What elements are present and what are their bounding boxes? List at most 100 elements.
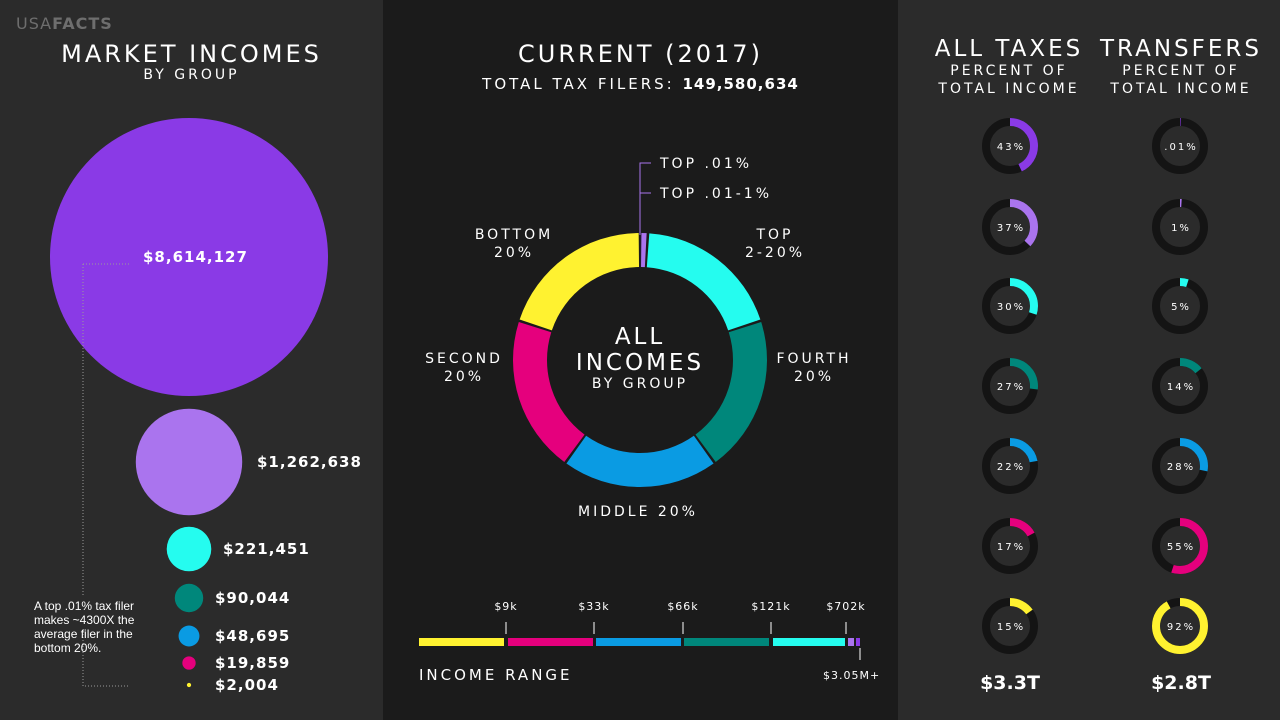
donut-center-line2: INCOMES bbox=[575, 350, 705, 376]
transfer-ring bbox=[1152, 358, 1208, 414]
percent-rings: 43% .01% 37% 1% 30% 5% 27% 14% 22% 28% 17% 55% 15% 92… bbox=[982, 118, 1208, 654]
tax-ring-label: 15% bbox=[997, 622, 1025, 633]
income-range-max: $3.05M+ bbox=[823, 669, 881, 682]
tax-ring-label: 22% bbox=[997, 462, 1025, 473]
tax-ring bbox=[982, 518, 1038, 574]
taxes-header: ALL TAXES PERCENT OF TOTAL INCOME bbox=[914, 36, 1104, 98]
donut-slice-label: 20% bbox=[494, 245, 534, 261]
bubble-6 bbox=[186, 682, 192, 688]
bubble-value-label: $90,044 bbox=[215, 589, 290, 607]
income-donut-chart: TOP .01% TOP .01-1% TOP 2-20% FOURTH 20% MIDDL… bbox=[425, 156, 851, 520]
tax-ring bbox=[982, 438, 1038, 494]
tax-ring bbox=[982, 118, 1038, 174]
range-segment-6 bbox=[856, 638, 860, 646]
tax-ring-label: 37% bbox=[997, 223, 1025, 234]
bubble-value-label: $8,614,127 bbox=[143, 248, 248, 266]
market-incomes-title: MARKET INCOMES bbox=[61, 40, 322, 68]
range-segment-0 bbox=[419, 638, 504, 646]
total-filers-value: 149,580,634 bbox=[682, 75, 799, 93]
taxes-title: ALL TAXES bbox=[934, 36, 1084, 62]
tax-ring-label: 17% bbox=[997, 542, 1025, 553]
bubble-3 bbox=[174, 583, 204, 613]
transfer-ring bbox=[1152, 118, 1208, 174]
donut-slice-label: 2-20% bbox=[745, 245, 805, 261]
transfer-ring-label: 55% bbox=[1167, 542, 1195, 553]
taxes-total: $3.3T bbox=[980, 672, 1040, 694]
bubble-0 bbox=[50, 118, 328, 396]
transfers-header: TRANSFERS PERCENT OF TOTAL INCOME bbox=[1086, 36, 1276, 98]
donut-center-line3: BY GROUP bbox=[591, 376, 689, 392]
tax-ring bbox=[982, 358, 1038, 414]
bubble-2 bbox=[166, 526, 212, 572]
transfer-ring bbox=[1152, 199, 1208, 255]
total-filers-label: TOTAL TAX FILERS: bbox=[482, 75, 675, 93]
transfer-ring-label: .01% bbox=[1164, 142, 1197, 153]
tax-ring bbox=[982, 199, 1038, 255]
donut-slice-label: 20% bbox=[444, 369, 484, 385]
bubble-4 bbox=[178, 625, 200, 647]
range-segment-2 bbox=[596, 638, 681, 646]
donut-center-line1: ALL bbox=[614, 324, 666, 350]
taxes-transfers-panel: ALL TAXES PERCENT OF TOTAL INCOME TRANSF… bbox=[898, 0, 1280, 720]
donut-slice-label: SECOND bbox=[425, 351, 503, 367]
range-segment-5 bbox=[848, 638, 854, 646]
donut-slice-label: FOURTH bbox=[776, 351, 851, 367]
donut-slice-5 bbox=[513, 322, 585, 462]
usafacts-logo: USAFACTS bbox=[16, 14, 113, 33]
transfer-ring-label: 5% bbox=[1171, 302, 1191, 313]
note-connector-line bbox=[82, 263, 130, 687]
comparison-note: A top .01% tax filer makes ~4300X the av… bbox=[34, 599, 135, 655]
income-range-bar: $9k $33k $66k $121k $702k bbox=[419, 600, 865, 660]
tax-ring bbox=[982, 278, 1038, 334]
transfer-ring-label: 14% bbox=[1167, 382, 1195, 393]
range-segment-3 bbox=[684, 638, 769, 646]
current-2017-panel: CURRENT (2017) TOTAL TAX FILERS: 149,580… bbox=[383, 0, 898, 720]
market-incomes-subtitle: BY GROUP bbox=[143, 67, 240, 83]
bubble-value-label: $2,004 bbox=[215, 676, 279, 694]
donut-slice-label: TOP .01-1% bbox=[659, 186, 772, 202]
bubble-value-label: $48,695 bbox=[215, 627, 290, 645]
range-segment-4 bbox=[773, 638, 845, 646]
taxes-subtitle-1: PERCENT OF bbox=[950, 63, 1068, 79]
bubble-1 bbox=[135, 408, 243, 516]
donut-slice-1 bbox=[641, 233, 647, 268]
range-threshold-label: $702k bbox=[826, 600, 865, 613]
transfer-ring bbox=[1152, 278, 1208, 334]
bubble-chart: $8,614,127 $1,262,638 $221,451 $90,044 $48,6… bbox=[50, 118, 362, 694]
current-title: CURRENT (2017) bbox=[518, 40, 763, 68]
donut-slice-label: TOP .01% bbox=[659, 156, 752, 172]
tax-ring-label: 27% bbox=[997, 382, 1025, 393]
donut-slice-label: TOP bbox=[755, 227, 793, 243]
market-incomes-panel: USAFACTS MARKET INCOMES BY GROUP $8,614,… bbox=[0, 0, 383, 720]
transfers-title: TRANSFERS bbox=[1100, 36, 1262, 62]
transfers-subtitle-2: TOTAL INCOME bbox=[1110, 81, 1252, 97]
transfers-total: $2.8T bbox=[1151, 672, 1211, 694]
donut-slice-label: BOTTOM bbox=[475, 227, 553, 243]
range-threshold-label: $9k bbox=[494, 600, 517, 613]
bubble-value-label: $1,262,638 bbox=[257, 453, 362, 471]
donut-center-label: ALL INCOMES BY GROUP bbox=[540, 324, 740, 392]
bubble-value-label: $221,451 bbox=[223, 540, 310, 558]
tax-ring-label: 43% bbox=[997, 142, 1025, 153]
top-slices-leader bbox=[639, 162, 651, 235]
income-range-label: INCOME RANGE bbox=[419, 666, 573, 684]
transfers-subtitle-1: PERCENT OF bbox=[1122, 63, 1240, 79]
bubble-5 bbox=[182, 656, 196, 670]
range-threshold-label: $33k bbox=[578, 600, 609, 613]
donut-slice-6 bbox=[519, 233, 640, 331]
tax-ring-label: 30% bbox=[997, 302, 1025, 313]
range-threshold-label: $66k bbox=[667, 600, 698, 613]
range-threshold-label: $121k bbox=[751, 600, 790, 613]
donut-slice-label: MIDDLE 20% bbox=[578, 504, 698, 520]
donut-slice-3 bbox=[695, 322, 767, 462]
transfer-ring bbox=[1152, 438, 1208, 494]
bubble-value-label: $19,859 bbox=[215, 654, 290, 672]
transfer-ring-label: 28% bbox=[1167, 462, 1195, 473]
transfer-ring bbox=[1152, 518, 1208, 574]
donut-slice-4 bbox=[566, 435, 714, 487]
transfer-ring-label: 92% bbox=[1167, 622, 1195, 633]
transfer-ring bbox=[1152, 598, 1208, 654]
taxes-subtitle-2: TOTAL INCOME bbox=[938, 81, 1080, 97]
total-filers: TOTAL TAX FILERS: 149,580,634 bbox=[383, 75, 898, 93]
donut-slice-label: 20% bbox=[794, 369, 834, 385]
